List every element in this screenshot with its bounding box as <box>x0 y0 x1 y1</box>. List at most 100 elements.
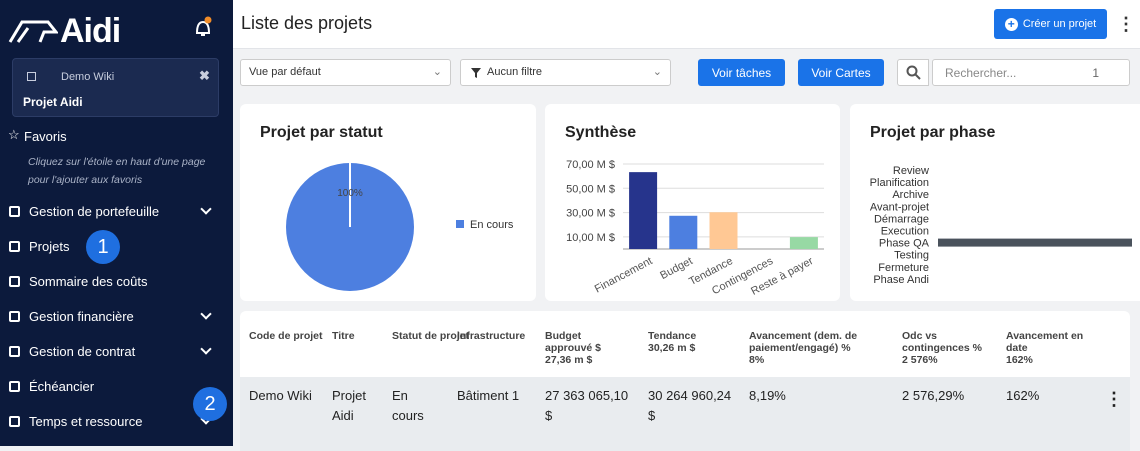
table-cell: 2 576,29% <box>902 388 965 403</box>
header-total: 8% <box>749 354 765 366</box>
table-cell: Projet Aidi <box>332 388 366 423</box>
row-menu[interactable]: ⋮ <box>1105 389 1123 409</box>
filter-select[interactable]: Aucun filtre ⌄ <box>460 59 671 86</box>
table-cell: En cours <box>392 388 424 423</box>
cards-button[interactable]: Voir Cartes <box>798 59 884 86</box>
project-table: ⋮ Code de projet Titre Statut de projet Inf… <box>240 311 1130 451</box>
logo: Aidi <box>60 12 121 50</box>
filter-select-label: Aucun filtre <box>487 66 543 78</box>
page-title: Liste des projets <box>241 13 373 33</box>
y-tick-label: Review <box>893 165 929 177</box>
menu-icon <box>9 311 20 322</box>
view-select[interactable]: Vue par défaut ⌄ <box>240 59 451 86</box>
bar <box>938 238 1132 247</box>
menu-item[interactable]: Temps et ressource <box>29 414 143 429</box>
legend-label: En cours <box>470 219 514 231</box>
y-tick-label: Avant-projet <box>870 201 929 213</box>
header-label: Tendance <box>648 330 697 342</box>
search-placeholder: Rechercher... <box>945 66 1017 80</box>
chart-title: Projet par statut <box>260 124 383 141</box>
close-icon[interactable]: ✖ <box>199 68 210 83</box>
x-tick-label: Financement <box>593 255 655 295</box>
menu-icon <box>9 381 20 392</box>
column-header: Code de projet <box>249 330 329 342</box>
table-cell: 8,19% <box>749 388 786 403</box>
header-label: Infrastructure <box>457 330 526 342</box>
search-icon[interactable] <box>897 59 929 86</box>
column-header: Infrastructure <box>457 330 537 342</box>
table-cell: 27 363 065,10 $ <box>545 388 629 423</box>
sidebar: Aidi Demo Wiki ✖ Projet Aidi ☆ Favoris C… <box>0 0 233 446</box>
y-tick-label: Phase Andi <box>873 274 929 286</box>
y-tick-label: Phase QA <box>879 238 930 250</box>
phase-card: Projet par phase Review Planification Archi… <box>850 104 1140 301</box>
chevron <box>200 343 212 355</box>
project-card[interactable]: Demo Wiki ✖ Projet Aidi <box>12 58 219 117</box>
bar <box>669 215 698 249</box>
bar <box>789 237 818 249</box>
synthesis-chart: Synthèse 10,00 M $ 30,00 M $ 50,00 M $ 70,00… <box>565 124 824 298</box>
menu-item[interactable]: Gestion de portefeuille <box>29 204 160 219</box>
callout: 1 <box>86 230 120 264</box>
search-input[interactable]: Rechercher... 1 <box>932 59 1130 86</box>
table-cell: 162% <box>1006 388 1040 403</box>
menu-icon <box>9 206 20 217</box>
create-button-label: Créer un projet <box>1022 18 1097 30</box>
table-cell: Demo Wiki <box>249 388 312 403</box>
favorites-title: Favoris <box>24 129 67 144</box>
phase-chart: Projet par phase ReviewPlanificationArchi… <box>870 124 1132 286</box>
status-card: Projet par statut 100% En cours <box>240 104 536 301</box>
column-header: Tendance 30,26 m $ <box>648 330 728 354</box>
menu-item[interactable]: Gestion de contrat <box>29 344 136 359</box>
logo-icon <box>8 20 58 43</box>
menu-item[interactable]: Sommaire des coûts <box>29 274 148 289</box>
column-header: Avancement en date 162% <box>1006 330 1086 366</box>
menu-item[interactable]: Projets <box>29 239 70 254</box>
search-count: 1 <box>1092 66 1099 80</box>
chevron <box>200 203 212 215</box>
y-tick-label: 30,00 M $ <box>566 208 615 220</box>
header: Liste des projets + Créer un projet ⋮ <box>233 0 1140 49</box>
column-header: Odc vs contingences % 2 576% <box>902 330 982 366</box>
tasks-button-label: Voir tâches <box>711 65 772 80</box>
create-button[interactable]: + Créer un projet <box>994 9 1107 39</box>
y-tick-label: Archive <box>892 189 929 201</box>
table-cell: Bâtiment 1 <box>457 388 520 403</box>
column-header: Statut de projet <box>392 330 472 342</box>
header-label: Budget approuvé $ <box>545 330 602 354</box>
header-label: Code de projet <box>249 330 323 342</box>
status-chart: Projet par statut 100% En cours <box>260 124 514 291</box>
callout: 2 <box>193 387 227 421</box>
column-header: Budget approuvé $27,36 m $ <box>545 330 625 366</box>
synthesis-card: Synthèse 10,00 M $ 30,00 M $ 50,00 M $ 70,00… <box>545 104 840 301</box>
tasks-button[interactable]: Voir tâches <box>698 59 785 86</box>
bar <box>709 212 738 249</box>
slice-label: 100% <box>337 188 363 199</box>
menu-item[interactable]: Échéancier <box>29 379 95 394</box>
menu-icon <box>9 276 20 287</box>
column-header: Avancement (dem. de paiement/engagé) % 8% <box>749 330 879 366</box>
header-label: Titre <box>332 330 355 342</box>
menu-icon <box>9 346 20 357</box>
y-tick-label: Testing <box>894 250 929 262</box>
header-label: Avancement (dem. de paiement/engagé) % <box>749 330 858 354</box>
project-name: Projet Aidi <box>23 95 83 109</box>
y-tick-label: Démarrage <box>874 213 929 225</box>
header-total: 27,36 m $ <box>545 354 593 366</box>
more-menu[interactable]: ⋮ <box>1117 14 1135 34</box>
y-tick-label: Planification <box>870 177 929 189</box>
y-tick-label: 10,00 M $ <box>566 232 615 244</box>
legend-swatch <box>456 220 464 228</box>
chart-title: Projet par phase <box>870 124 995 141</box>
header-label: Avancement en date <box>1006 330 1084 354</box>
notifications[interactable] <box>192 15 214 41</box>
y-tick-label: 70,00 M $ <box>566 159 615 171</box>
chart-title: Synthèse <box>565 124 636 141</box>
table-row[interactable] <box>240 377 1130 451</box>
table-cell: 30 264 960,24 $ <box>648 388 732 423</box>
menu-item[interactable]: Gestion financière <box>29 309 134 324</box>
menu-icon <box>9 241 20 252</box>
menu-icon <box>9 416 20 427</box>
